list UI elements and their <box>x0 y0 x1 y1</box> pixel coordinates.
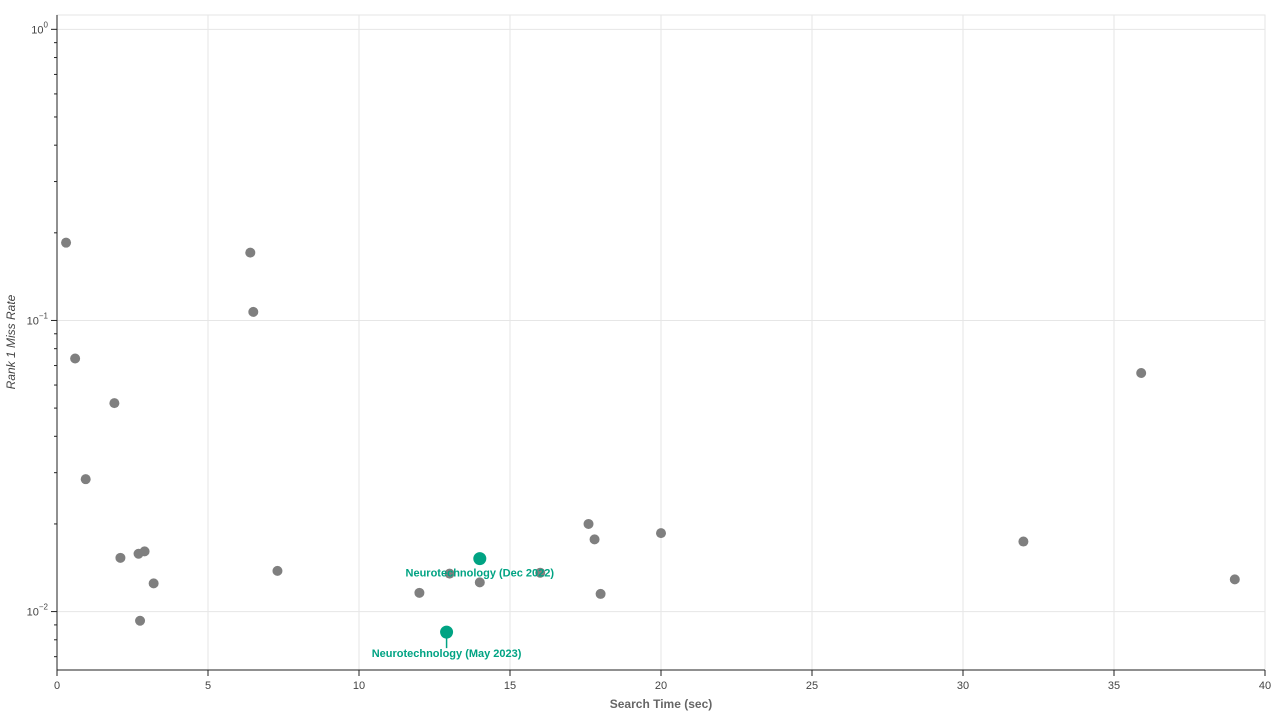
x-tick-label: 20 <box>655 680 667 692</box>
y-tick-label: 100 <box>31 20 48 36</box>
grid-layer <box>56 14 1266 671</box>
data-point <box>80 474 91 485</box>
highlight-label: Neurotechnology (Dec 2022) <box>406 568 555 580</box>
x-tick-label: 5 <box>205 680 211 692</box>
data-point <box>414 587 425 598</box>
x-tick-label: 40 <box>1259 680 1271 692</box>
x-tick-label: 30 <box>957 680 969 692</box>
data-point <box>245 247 256 258</box>
data-point <box>474 577 485 588</box>
highlight-layer: Neurotechnology (Dec 2022) Neurotechnolog… <box>372 552 555 660</box>
data-point <box>135 615 146 626</box>
data-point <box>1018 536 1029 547</box>
axes-layer: 0 5 10 15 20 25 30 35 40 100 10−1 10−2 <box>27 15 1271 692</box>
data-point <box>1136 367 1147 378</box>
data-point <box>115 552 126 563</box>
data-point <box>1229 574 1240 585</box>
data-point <box>583 518 594 529</box>
x-tick-label: 0 <box>54 680 60 692</box>
y-axis-label: Rank 1 Miss Rate <box>4 294 18 389</box>
y-tick-label: 10−2 <box>27 603 49 619</box>
highlight-label: Neurotechnology (May 2023) <box>372 648 522 660</box>
highlight-point <box>440 625 454 639</box>
data-point <box>535 567 546 578</box>
data-point <box>589 534 600 545</box>
points-layer <box>61 237 1240 626</box>
x-axis-label: Search Time (sec) <box>610 697 713 711</box>
data-point <box>61 237 72 248</box>
x-tick-label: 35 <box>1108 680 1120 692</box>
data-point <box>248 306 259 317</box>
highlight-point <box>473 552 487 566</box>
data-point <box>70 353 81 364</box>
data-point <box>109 398 120 409</box>
y-tick-label: 10−1 <box>27 311 49 327</box>
x-tick-label: 15 <box>504 680 516 692</box>
data-point <box>656 528 666 539</box>
x-tick-label: 10 <box>353 680 365 692</box>
data-point <box>139 546 150 557</box>
data-point <box>444 568 455 579</box>
data-point <box>595 588 606 599</box>
data-point <box>148 578 159 589</box>
data-point <box>272 565 283 576</box>
x-tick-label: 25 <box>806 680 818 692</box>
